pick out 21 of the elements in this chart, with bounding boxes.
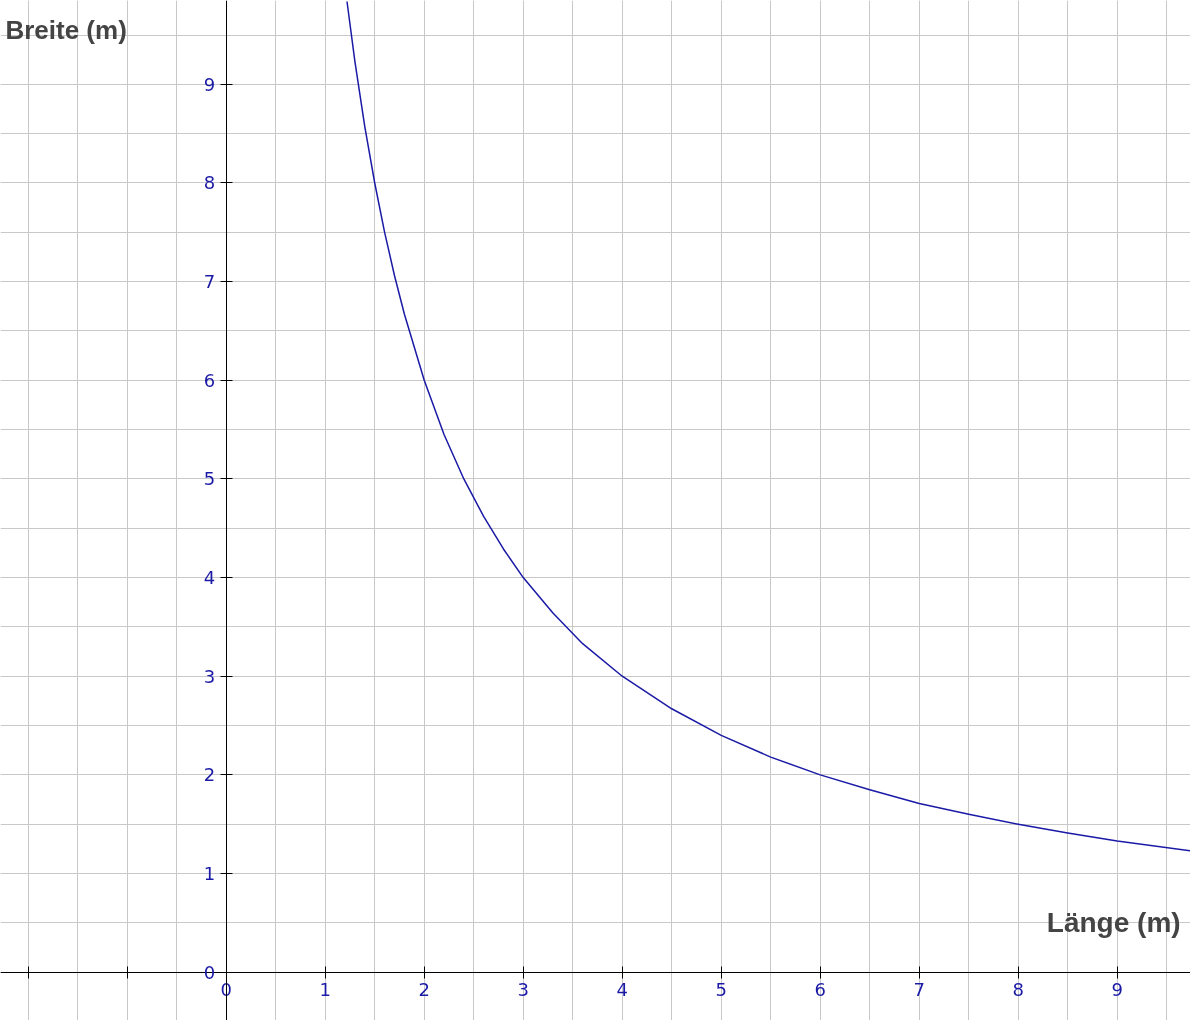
x-tick-label: 9: [1111, 979, 1123, 1001]
y-tick-label: 6: [203, 369, 216, 391]
y-tick-label: 5: [203, 468, 216, 490]
y-tick-label: 8: [203, 172, 216, 194]
y-tick-label: 7: [203, 271, 216, 293]
y-axis-title: Breite (m): [5, 14, 127, 45]
x-tick-label: 7: [913, 979, 925, 1001]
x-axis-title: Länge (m): [1046, 906, 1181, 938]
y-tick-label: 2: [203, 764, 216, 786]
x-tick-label: 8: [1012, 979, 1024, 1001]
x-tick-label: 5: [715, 979, 727, 1001]
y-tick-label: 4: [203, 567, 216, 589]
y-tick-label: 9: [203, 73, 216, 95]
line-series: [346, 0, 1190, 852]
x-tick-label: 2: [418, 979, 430, 1001]
x-tick-label: 3: [517, 979, 529, 1001]
x-tick-label: 1: [319, 979, 331, 1001]
x-tick-label: 4: [616, 979, 628, 1001]
y-tick-label: 3: [203, 665, 216, 687]
x-tick-label: 6: [814, 979, 826, 1001]
y-tick-label: 1: [203, 863, 216, 885]
